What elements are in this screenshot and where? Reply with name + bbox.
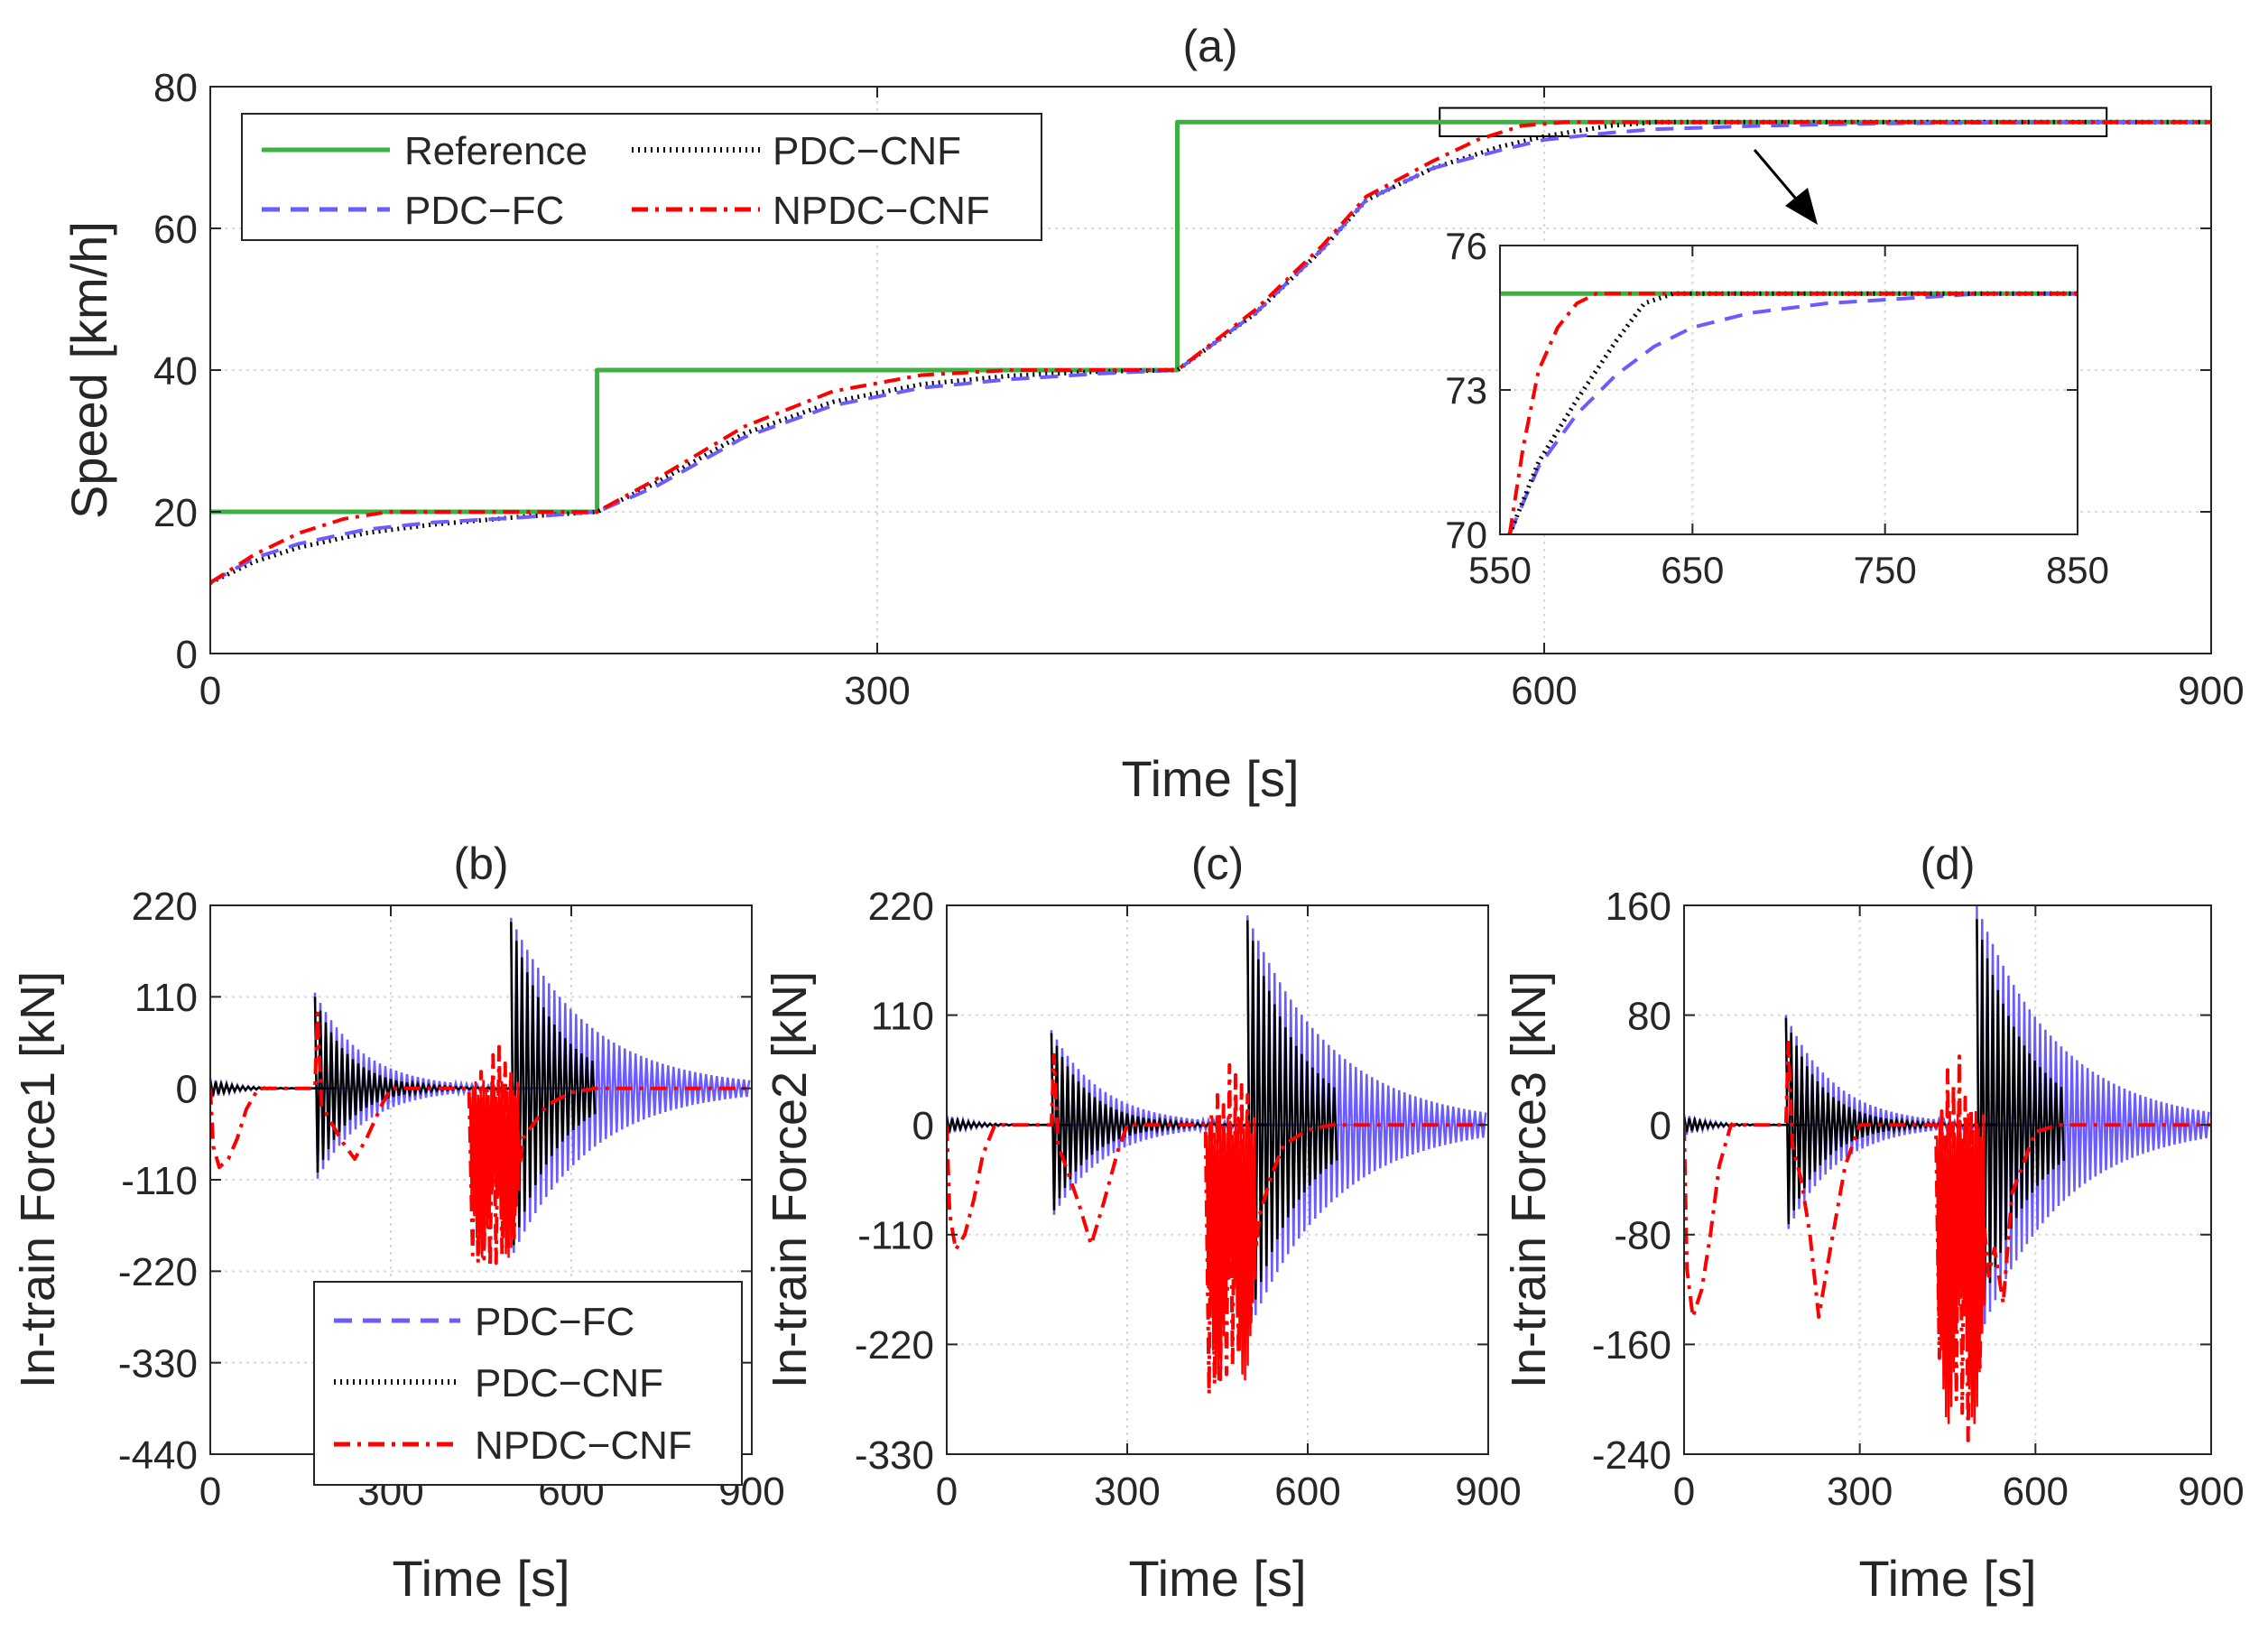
a-inset-lines: [1500, 291, 2078, 534]
a-xtick-label: 900: [2178, 669, 2244, 713]
a-xtick-label: 300: [844, 669, 910, 713]
c-ytick-label: -330: [855, 1433, 934, 1478]
a-inset-series-npdc-cnf: [1507, 292, 2078, 534]
a-inset-xtick-label: 650: [1661, 549, 1724, 591]
d-ytick-label: -240: [1592, 1433, 1671, 1478]
a-xlabel: Time [s]: [1121, 750, 1299, 807]
d-axes-frame: [1683, 904, 2212, 1455]
c-series-npdc-cnf: [947, 1052, 1488, 1396]
a-inset-xtick-label: 550: [1468, 549, 1532, 591]
c-xlabel: Time [s]: [1128, 1550, 1306, 1607]
b-legend: PDC−FC PDC−CNF NPDC−CNF: [313, 1281, 743, 1486]
b-legend-label-pdc-fc: PDC−FC: [475, 1300, 634, 1344]
d-ylabel: In-train Force3 [kN]: [1502, 971, 1556, 1388]
d-xlabel: Time [s]: [1858, 1550, 2036, 1607]
b-ytick-label: -330: [118, 1342, 198, 1386]
c-xtick-label: 600: [1274, 1470, 1340, 1514]
b-ytick-label: -220: [118, 1250, 198, 1294]
a-inset-grid: [1500, 246, 2078, 534]
c-xtick-label: 900: [1455, 1470, 1521, 1514]
a-inset-ticks: 550 650 750 850 70 73 76: [1445, 225, 2109, 591]
b-title: (b): [453, 839, 508, 889]
c-grid: [947, 905, 1488, 1454]
b-ytick-label: 110: [134, 976, 198, 1020]
c-ytick-label: 110: [871, 994, 934, 1038]
d-series-npdc-cnf-oscillation: [1936, 1110, 1986, 1424]
a-ylabel: Speed [km/h]: [60, 221, 117, 519]
d-ytick-label: -160: [1592, 1323, 1671, 1368]
a-legend-label-reference: Reference: [404, 129, 588, 173]
d-xtick-label: 0: [1673, 1470, 1695, 1514]
c-ytick-label: 0: [912, 1104, 934, 1148]
a-inset: 550 650 750 850 70 73 76: [1445, 225, 2109, 591]
c-lines: [947, 915, 1488, 1396]
d-ytick-label: 0: [1650, 1104, 1671, 1148]
b-ytick-label: 0: [176, 1068, 198, 1112]
a-legend-label-pdc-fc: PDC−FC: [404, 189, 564, 233]
a-ytick-label: 80: [153, 66, 198, 110]
a-inset-ytick-label: 76: [1445, 225, 1487, 267]
a-ytick-label: 0: [176, 633, 198, 677]
a-ytick-label: 60: [153, 208, 198, 252]
b-ylabel: In-train Force1 [kN]: [11, 971, 65, 1388]
c-xtick-label: 0: [936, 1470, 958, 1514]
d-ticks: 0 300 600 900 160 80 0 -80 -160 -240: [1592, 885, 2245, 1514]
c-axes-frame: [946, 904, 1489, 1455]
c-title: (c): [1191, 839, 1244, 889]
panel-d: 0 300 600 900 160 80 0 -80 -160 -240 (d) Time [s]…: [1502, 839, 2245, 1607]
panel-c: 0 300 600 900 220 110 0 -110 -220 -330 (c) Time […: [763, 839, 1522, 1607]
b-ytick-label: -110: [121, 1159, 198, 1203]
a-ticks: 0 300 600 900 0 20 40 60 80: [153, 66, 2245, 713]
a-xtick-label: 0: [199, 669, 221, 713]
c-ylabel: In-train Force2 [kN]: [763, 971, 817, 1388]
d-ytick-label: -80: [1614, 1214, 1671, 1258]
d-ytick-label: 160: [1606, 885, 1671, 929]
a-zoom-arrow: [1753, 149, 1818, 225]
a-inset-xtick-label: 850: [2046, 549, 2109, 591]
a-series-pdc-cnf: [210, 119, 2211, 585]
a-series-reference: [210, 119, 2211, 515]
a-inset-series-pdc-fc: [1507, 292, 2078, 534]
b-ytick-label: -440: [118, 1433, 198, 1478]
a-series-npdc-cnf: [210, 120, 2211, 585]
a-ytick-label: 40: [153, 349, 198, 394]
a-inset-xtick-label: 750: [1854, 549, 1917, 591]
d-xtick-label: 900: [2178, 1470, 2244, 1514]
a-xtick-label: 600: [1511, 669, 1577, 713]
c-ytick-label: 220: [868, 885, 934, 929]
d-xtick-label: 600: [2003, 1470, 2069, 1514]
d-xtick-label: 300: [1827, 1470, 1893, 1514]
c-ytick-label: -220: [855, 1323, 934, 1368]
a-legend: Reference PDC−CNF PDC−FC NPDC−CNF: [241, 113, 1042, 241]
c-ytick-label: -110: [857, 1214, 934, 1258]
d-title: (d): [1920, 839, 1975, 889]
a-inset-ytick-label: 73: [1445, 369, 1487, 412]
a-legend-label-pdc-cnf: PDC−CNF: [773, 129, 961, 173]
c-ticks: 0 300 600 900 220 110 0 -110 -220 -330: [855, 885, 1522, 1514]
b-xlabel: Time [s]: [392, 1550, 569, 1607]
a-lines: [210, 119, 2211, 585]
a-inset-ytick-label: 70: [1445, 514, 1487, 556]
b-ytick-label: 220: [132, 885, 198, 929]
b-xtick-label: 0: [199, 1470, 221, 1514]
panel-a: 0 300 600 900 0 20 40 60 80 (a) Time [s] Speed […: [60, 21, 2245, 807]
a-legend-label-npdc-cnf: NPDC−CNF: [773, 189, 990, 233]
b-series-npdc-cnf-oscillation: [468, 1080, 521, 1258]
c-xtick-label: 300: [1094, 1470, 1160, 1514]
a-ytick-label: 20: [153, 491, 198, 535]
a-title: (a): [1182, 21, 1237, 71]
a-series-pdc-fc: [210, 120, 2211, 585]
b-lines: [210, 917, 752, 1269]
a-zoom-arrow-head: [1785, 188, 1818, 225]
a-legend-box: [241, 113, 1042, 241]
b-legend-label-pdc-cnf: PDC−CNF: [475, 1361, 663, 1405]
b-legend-label-npdc-cnf: NPDC−CNF: [475, 1423, 692, 1468]
d-ytick-label: 80: [1627, 994, 1671, 1038]
d-lines: [1684, 905, 2211, 1442]
c-series-npdc-cnf-oscillation: [1205, 1115, 1257, 1381]
